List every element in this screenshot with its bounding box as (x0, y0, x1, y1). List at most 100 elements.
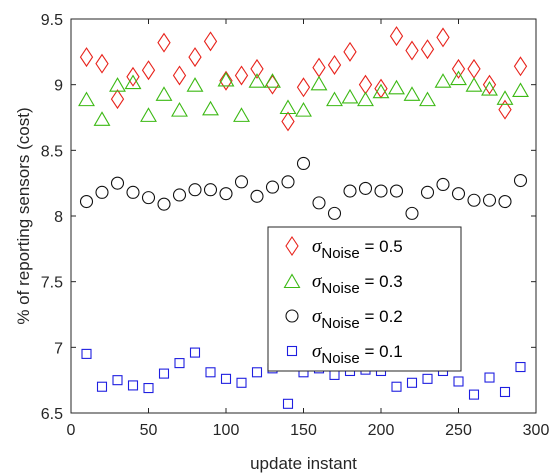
data-point-triangle (388, 79, 405, 95)
data-point-square (112, 375, 123, 386)
data-point-triangle (512, 82, 529, 97)
data-point-circle (234, 175, 249, 189)
data-point-diamond (172, 65, 187, 86)
data-point-diamond (234, 65, 249, 86)
x-tick-label: 0 (67, 422, 76, 439)
data-point-circle (467, 193, 481, 207)
data-point-triangle (155, 86, 173, 101)
data-point-triangle (248, 73, 266, 88)
data-point-diamond (389, 26, 404, 47)
data-point-circle (482, 193, 497, 207)
x-tick-label: 200 (368, 422, 395, 439)
data-point-circle (126, 185, 140, 199)
legend: σNoise = 0.5 σNoise = 0.3 σNoise = 0.2 σNoi… (267, 226, 462, 372)
data-point-circle (358, 181, 373, 195)
series-2-triangle-points (78, 70, 529, 126)
data-point-diamond (157, 32, 171, 53)
data-point-diamond (405, 40, 419, 61)
x-tick-label: 150 (290, 422, 317, 439)
data-point-circle (374, 184, 388, 198)
data-point-diamond (126, 66, 140, 87)
data-point-diamond (451, 58, 466, 79)
data-point-square (391, 381, 402, 392)
y-tick-label: 9.5 (41, 12, 63, 29)
data-point-triangle (109, 77, 126, 92)
data-point-triangle (450, 70, 467, 86)
data-point-circle (281, 175, 295, 189)
data-point-circle (312, 196, 326, 210)
y-tick-label: 8 (54, 209, 63, 226)
y-tick-label: 7 (54, 340, 63, 357)
data-point-triangle (403, 86, 421, 101)
legend-box (267, 226, 462, 372)
data-point-triangle (481, 81, 498, 96)
data-point-triangle (186, 77, 204, 92)
data-point-circle (327, 206, 342, 220)
data-point-circle (420, 185, 435, 199)
data-point-triangle (465, 77, 483, 92)
data-point-triangle (264, 73, 281, 88)
data-point-circle (95, 185, 109, 199)
data-point-circle (172, 188, 187, 202)
data-point-square (81, 348, 92, 359)
legend-marker-square (286, 345, 298, 357)
data-point-diamond (498, 99, 512, 120)
data-point-square (205, 367, 216, 378)
data-point-circle (188, 183, 202, 197)
y-tick-label: 7.5 (41, 275, 63, 292)
data-point-diamond (482, 74, 497, 95)
data-point-triangle (93, 111, 111, 126)
data-point-diamond (79, 47, 94, 68)
x-tick-label: 300 (523, 422, 550, 439)
data-point-triangle (419, 91, 436, 107)
data-point-diamond (436, 27, 450, 48)
legend-entry-label: σNoise = 0.1 (312, 341, 403, 367)
x-tick-label: 50 (140, 422, 158, 439)
data-point-circle (405, 206, 419, 220)
data-point-triangle (233, 107, 250, 122)
data-point-diamond (219, 70, 233, 91)
data-point-square (96, 381, 108, 392)
data-point-triangle (202, 100, 219, 116)
data-point-square (251, 367, 263, 378)
data-point-square (174, 358, 185, 369)
data-point-triangle (372, 83, 390, 99)
data-point-diamond (110, 89, 125, 110)
data-point-circle (203, 183, 218, 197)
data-point-square (453, 376, 464, 387)
data-point-triangle (171, 102, 188, 117)
data-point-circle (79, 195, 94, 209)
data-point-diamond (203, 31, 218, 52)
data-point-diamond (250, 58, 264, 79)
data-point-square (158, 368, 170, 379)
data-point-square (515, 361, 526, 373)
data-point-diamond (95, 53, 109, 74)
legend-marker-diamond (285, 236, 299, 256)
y-tick-label: 8.5 (41, 143, 63, 160)
data-point-triangle (357, 91, 374, 107)
y-tick-label: 9 (54, 78, 63, 95)
legend-entry-label: σNoise = 0.5 (312, 236, 403, 262)
data-point-circle (250, 189, 264, 203)
data-point-square (406, 377, 418, 388)
data-point-diamond (420, 39, 435, 60)
data-point-triangle (310, 75, 328, 91)
y-axis-label: % of reporting sensors (cost) (14, 107, 33, 324)
data-point-triangle (326, 91, 343, 107)
data-point-circle (389, 184, 404, 198)
data-point-triangle (124, 74, 142, 90)
data-point-square (236, 377, 247, 388)
data-point-diamond (281, 111, 295, 132)
data-point-circle (451, 187, 466, 201)
data-point-triangle (341, 88, 359, 104)
data-point-triangle (279, 99, 297, 115)
x-tick-label: 100 (213, 422, 240, 439)
x-tick-label: 250 (445, 422, 472, 439)
y-tick-label: 6.5 (41, 406, 63, 423)
legend-marker-circle (285, 309, 299, 323)
legend-entry-label: σNoise = 0.2 (312, 306, 403, 332)
data-point-square (422, 373, 433, 384)
data-point-circle (513, 173, 528, 188)
data-point-triangle (295, 102, 312, 117)
